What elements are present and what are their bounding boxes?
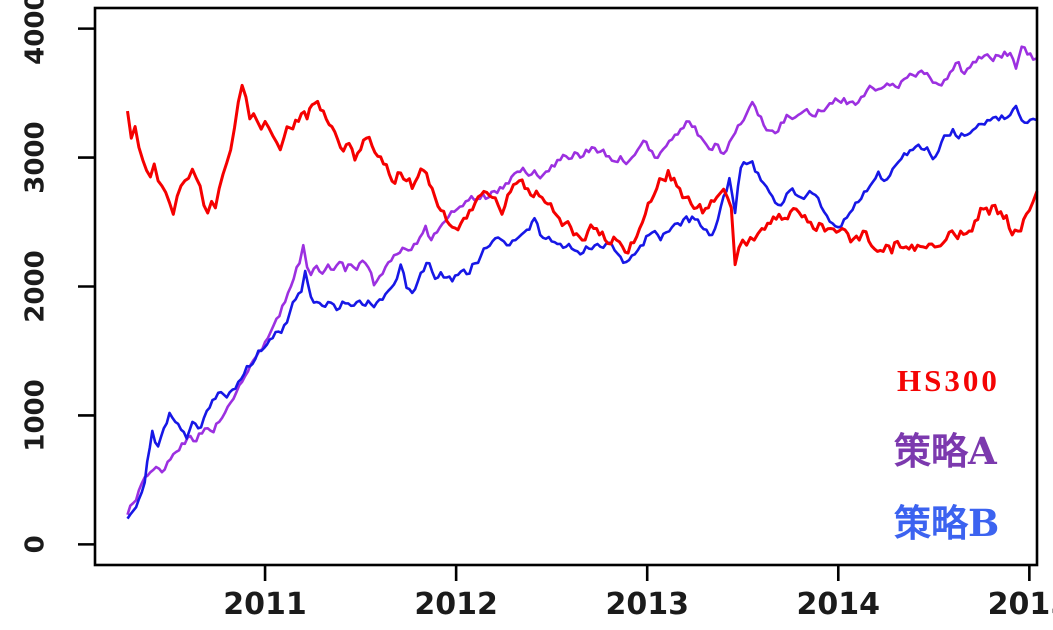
y-tick-label-0: 0 bbox=[21, 535, 51, 553]
y-axis-ticks: 0 1000 2000 3000 4000 bbox=[21, 0, 95, 553]
legend-item-strategy-a: 策略A bbox=[894, 429, 997, 473]
x-tick-label-2015: 2015 bbox=[988, 587, 1053, 622]
y-tick-label-1000: 1000 bbox=[21, 379, 51, 451]
x-axis-ticks: 2011 2012 2013 2014 2015 bbox=[223, 565, 1053, 622]
x-tick-label-2014: 2014 bbox=[797, 587, 881, 622]
x-tick-label-2011: 2011 bbox=[223, 587, 307, 622]
y-tick-label-4000: 4000 bbox=[21, 0, 51, 65]
y-tick-label-3000: 3000 bbox=[21, 121, 51, 193]
x-tick-label-2012: 2012 bbox=[414, 587, 498, 622]
y-tick-label-2000: 2000 bbox=[21, 250, 51, 322]
x-tick-label-2013: 2013 bbox=[605, 587, 689, 622]
legend-item-hs300: HS300 bbox=[897, 363, 1000, 398]
plot-area-border bbox=[93, 6, 1039, 567]
series-line-hs300 bbox=[126, 83, 1039, 267]
series-line-strategy-a bbox=[126, 45, 1038, 516]
legend-item-strategy-b: 策略B bbox=[894, 501, 1000, 545]
series-lines bbox=[126, 45, 1039, 520]
series-line-strategy-b bbox=[126, 104, 1038, 520]
